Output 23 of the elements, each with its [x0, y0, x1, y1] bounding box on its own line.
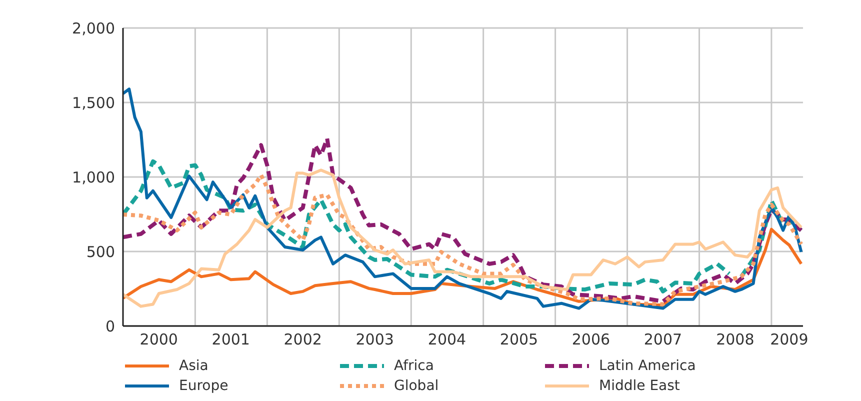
y-tick-label: 500: [86, 242, 115, 261]
legend-label: Global: [394, 378, 439, 394]
x-tick-label: 2001: [212, 330, 250, 349]
legend-label: Europe: [179, 378, 228, 394]
x-tick-label: 2007: [644, 330, 682, 349]
legend-label: Africa: [394, 358, 434, 374]
y-tick-label: 1,500: [72, 94, 115, 112]
x-tick-label: 2008: [716, 330, 754, 349]
x-tick-label: 2002: [284, 330, 322, 349]
x-tick-label: 2004: [428, 330, 466, 349]
x-tick-label: 2003: [356, 330, 394, 349]
line-series: [123, 136, 803, 304]
legend-label: Asia: [179, 358, 208, 374]
y-tick-label: 1,000: [72, 168, 115, 186]
y-tick-label: 0: [105, 317, 115, 336]
x-tick-label: 2009: [770, 330, 808, 349]
x-tick-label: 2006: [572, 330, 610, 349]
legend-label: Latin America: [599, 358, 696, 374]
x-tick-label: 2005: [500, 330, 538, 349]
y-tick-label: 2,000: [72, 19, 115, 38]
x-tick-label: 2000: [140, 330, 178, 349]
line-series: [123, 88, 803, 310]
legend-label: Middle East: [599, 378, 680, 394]
